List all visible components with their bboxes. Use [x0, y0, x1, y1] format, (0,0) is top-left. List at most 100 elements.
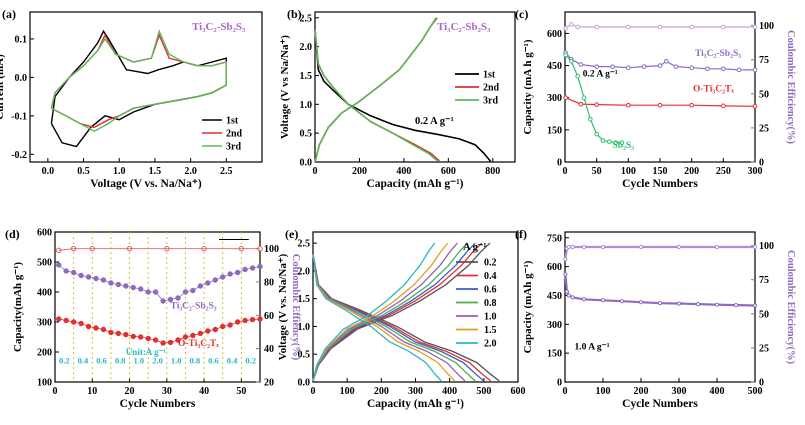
- rate-label: 0.2 A g⁻¹: [415, 116, 454, 127]
- series-marker: [721, 66, 726, 72]
- x-tick-label: 30: [162, 386, 172, 397]
- series-marker: [736, 67, 742, 73]
- x-tick-label: 20: [125, 386, 135, 397]
- series-marker: [721, 103, 726, 109]
- legend-label: 0.8: [484, 298, 497, 309]
- series-marker: [752, 244, 758, 250]
- series-marker: [563, 26, 568, 31]
- panel-0: 0.0 0.5 1.0 1.5 2.0 2.5 -0.2 -0.1 0.0 0.1 Voltage …: [0, 7, 263, 190]
- series-marker: [714, 244, 720, 250]
- x-tick-label: 0: [53, 386, 58, 397]
- x-tick-label: 300: [672, 386, 687, 397]
- series-marker: [752, 303, 758, 308]
- plot-frame: [54, 231, 261, 383]
- legend-label: 1.0: [484, 312, 497, 323]
- y-tick-label: 0.5: [300, 129, 313, 140]
- x-axis-label: Cycle Numbers: [622, 178, 698, 190]
- x-tick-label: 40: [199, 386, 209, 397]
- series-line-Capacity: [564, 274, 756, 307]
- discharge-curve-2nd: [314, 29, 440, 162]
- rate-step-label: 0.4: [227, 355, 238, 365]
- series-marker: [575, 73, 580, 79]
- y-tick-label: 500: [37, 258, 52, 269]
- charge-curve-0.8: [312, 242, 468, 382]
- rate-label: 1.0 A g⁻¹: [575, 342, 610, 352]
- y-tick-label: 0: [557, 158, 562, 169]
- y-tick-label: 1.0: [298, 322, 311, 333]
- y-tick-label: 600: [37, 228, 52, 239]
- panel-label: (b): [287, 7, 302, 21]
- series-marker: [673, 64, 679, 69]
- annotation: Ti₃C₂-Sb₂S₃: [192, 21, 246, 33]
- panel-label: (a): [2, 7, 16, 21]
- y2-axis-label: Coulombic Effiency(%): [290, 254, 301, 361]
- series-marker: [594, 131, 599, 137]
- series-line-Sb₂S₃: [565, 54, 622, 144]
- y-axis-label: Voltage (V vs Na/Na⁺): [279, 35, 291, 139]
- y2-tick-label: 60: [264, 311, 274, 322]
- y2-tick-label: 50: [759, 309, 769, 320]
- rate-step-label: 0.4: [78, 355, 89, 365]
- legend-label: 2nd: [226, 129, 243, 140]
- x-tick-label: 500: [476, 386, 491, 397]
- x-tick-label: 1.0: [113, 166, 126, 177]
- series-marker: [638, 300, 644, 305]
- series-marker: [563, 272, 568, 277]
- legend-label: 2nd: [483, 83, 500, 94]
- x-tick-label: 10: [87, 386, 97, 397]
- legend-label: 3rd: [483, 96, 498, 107]
- series-marker: [689, 102, 694, 108]
- series-marker: [607, 139, 612, 144]
- y2-tick-label: 100: [759, 241, 774, 252]
- panel-3: 0 10 20 30 40 50 100 200 300 400 500 600 20 40 60 80 100…: [5, 227, 301, 410]
- y2-tick-label: 0: [759, 378, 764, 389]
- x-tick-label: 100: [596, 386, 611, 397]
- series-label: Ti₃C₂-Sb₂S₃: [171, 302, 217, 312]
- charge-curve-3rd: [314, 17, 437, 163]
- y-tick-label: -0.2: [11, 150, 27, 161]
- series-marker: [705, 66, 710, 72]
- x-tick-label: 0: [563, 386, 568, 397]
- rate-label: 0.2 A g⁻¹: [583, 69, 618, 79]
- x-tick-label: 0.5: [77, 166, 90, 177]
- rate-unit: Unit:A g⁻¹: [126, 347, 167, 357]
- series-marker: [578, 101, 584, 107]
- x-tick-label: 600: [511, 386, 526, 397]
- y-axis-label: Voltage (V vs. Na/Na⁺): [277, 253, 289, 360]
- x-tick-label: 0: [311, 386, 316, 397]
- series-marker: [619, 299, 625, 304]
- series-marker: [733, 302, 739, 308]
- y-tick-label: 400: [37, 288, 52, 299]
- series-marker: [570, 295, 575, 300]
- plot-frame: [564, 231, 756, 383]
- discharge-curve-3rd: [314, 29, 438, 162]
- discharge-curve-0.6: [312, 254, 485, 382]
- y-axis-label: Capacity(mAh g⁻¹): [12, 262, 24, 352]
- x-tick-label: 0: [313, 166, 318, 177]
- x-axis-label: Cycle Numbers: [622, 398, 698, 410]
- x-tick-label: 0: [563, 166, 568, 177]
- y-tick-label: 100: [37, 378, 52, 389]
- x-tick-label: 2.5: [220, 166, 233, 177]
- y2-axis-label: Coulombic Efficiency(%): [785, 250, 796, 365]
- x-axis-label: Capacity (mAh g⁻¹): [366, 178, 463, 190]
- series-marker: [564, 289, 570, 294]
- x-tick-label: 200: [684, 166, 699, 177]
- series-marker: [600, 138, 606, 143]
- series-marker: [676, 301, 682, 306]
- panel-4: 0 100 200 300 400 500 600 0.0 0.5 1.0 1.5 2.0 2.5 Cap…: [277, 227, 526, 410]
- panel-1: 0 200 400 600 800 0.0 0.5 1.0 1.5 2.0 2.5 Capacity …: [279, 7, 516, 190]
- y2-tick-label: 80: [264, 278, 274, 289]
- legend-label: 2.0: [484, 339, 497, 350]
- discharge-curve-0.2: [312, 254, 500, 382]
- x-tick-label: 300: [748, 166, 763, 177]
- y-tick-label: 750: [547, 233, 562, 244]
- y2-tick-label: 25: [759, 123, 769, 134]
- series-marker: [610, 64, 615, 69]
- legend-label: 0.4: [484, 271, 497, 282]
- y-tick-label: 300: [547, 93, 562, 104]
- y-tick-label: 150: [547, 125, 562, 136]
- y-tick-label: 600: [547, 262, 562, 273]
- discharge-curve-0.4: [312, 254, 492, 382]
